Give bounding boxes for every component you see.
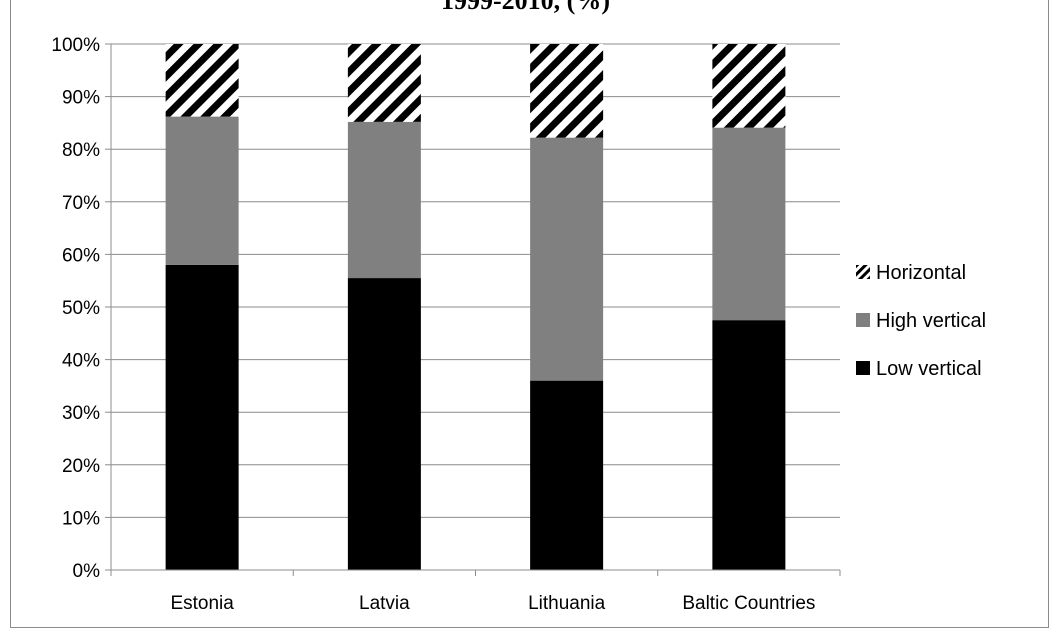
legend-swatch — [856, 361, 870, 375]
y-tick-label: 20% — [62, 456, 100, 477]
legend: Horizontal High vertical Low vertical — [856, 262, 986, 380]
x-tick-label: Latvia — [359, 593, 410, 614]
x-axis-tick-labels: Estonia Latvia Lithuania Baltic Countries — [170, 593, 815, 614]
bar-high-vertical — [347, 121, 421, 279]
x-tick-label: Estonia — [170, 593, 234, 614]
axes — [110, 44, 841, 576]
y-tick-label: 30% — [62, 403, 100, 424]
bar-high-vertical — [165, 116, 239, 265]
y-tick-label: 10% — [62, 508, 100, 529]
bar-horizontal — [530, 44, 604, 138]
bar-low-vertical — [530, 380, 604, 570]
y-tick-label: 60% — [62, 245, 100, 266]
bars — [165, 44, 786, 570]
bar-horizontal — [712, 44, 786, 128]
bar-horizontal — [347, 44, 421, 122]
legend-swatch — [856, 265, 870, 279]
legend-label: Low vertical — [876, 358, 982, 380]
bar-horizontal — [165, 44, 239, 117]
y-tick-label: 100% — [51, 35, 100, 56]
bar-high-vertical — [530, 137, 604, 381]
bar-low-vertical — [165, 264, 239, 570]
y-tick-label: 70% — [62, 193, 100, 214]
y-axis-tick-labels: 0% 10% 20% 30% 40% 50% 60% 70% 80% 90% 100% — [51, 35, 100, 582]
y-tick-label: 0% — [73, 561, 101, 582]
chart-frame — [10, 0, 1049, 628]
chart-title: 1999-2010, (%) — [441, 0, 610, 15]
legend-swatch — [856, 313, 870, 327]
legend-label: Horizontal — [876, 262, 966, 284]
bar-low-vertical — [712, 320, 786, 570]
bar-high-vertical — [712, 127, 786, 321]
x-tick-label: Baltic Countries — [682, 593, 815, 614]
legend-label: High vertical — [876, 310, 986, 332]
bar-low-vertical — [347, 278, 421, 570]
x-tick-label: Lithuania — [528, 593, 606, 614]
y-tick-label: 80% — [62, 140, 100, 161]
y-tick-label: 40% — [62, 351, 100, 372]
y-tick-label: 90% — [62, 88, 100, 109]
y-tick-label: 50% — [62, 298, 100, 319]
